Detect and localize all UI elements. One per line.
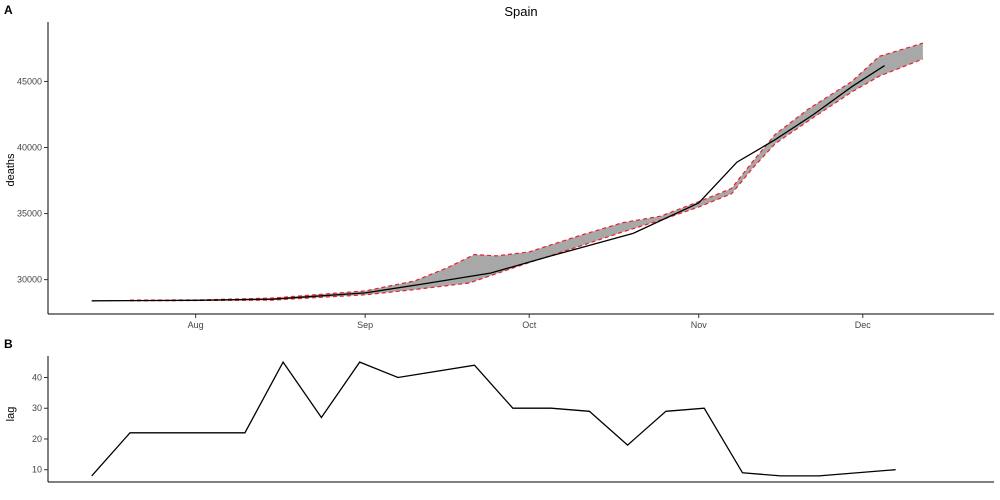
y-tick-label: 30 — [32, 403, 42, 413]
x-tick-label: Dec — [855, 320, 872, 330]
y-tick-label: 40000 — [17, 143, 42, 153]
panel-a-y-ticks: 30000 35000 40000 45000 — [17, 76, 48, 285]
y-tick-label: 35000 — [17, 209, 42, 219]
x-tick-label: Aug — [188, 320, 204, 330]
panel-a-tag: A — [4, 3, 13, 17]
panel-b: B lag 10 20 30 40 — [4, 337, 994, 483]
band-lower-edge — [129, 58, 924, 302]
y-tick-label: 45000 — [17, 76, 42, 86]
deaths-line — [91, 65, 885, 302]
band-upper-edge — [129, 42, 924, 301]
panel-a: A Spain deaths 30000 35000 40000 45000 Aug S… — [4, 3, 994, 330]
lag-series — [91, 360, 896, 477]
band-fill — [130, 43, 923, 301]
y-tick-label: 20 — [32, 434, 42, 444]
x-tick-label: Sep — [357, 320, 373, 330]
y-tick-label: 30000 — [17, 275, 42, 285]
chart-title: Spain — [504, 4, 537, 19]
panel-b-y-ticks: 10 20 30 40 — [32, 373, 48, 475]
y-axis-title-lag: lag — [5, 407, 17, 422]
uncertainty-band — [129, 42, 924, 302]
x-tick-label: Oct — [522, 320, 537, 330]
y-tick-label: 40 — [32, 373, 42, 383]
deaths-series — [91, 65, 885, 302]
y-axis-title-deaths: deaths — [5, 153, 17, 187]
lag-line — [91, 360, 896, 477]
y-tick-label: 10 — [32, 465, 42, 475]
panel-a-x-ticks: Aug Sep Oct Nov Dec — [188, 314, 872, 330]
panel-b-tag: B — [4, 337, 13, 351]
x-tick-label: Nov — [691, 320, 708, 330]
